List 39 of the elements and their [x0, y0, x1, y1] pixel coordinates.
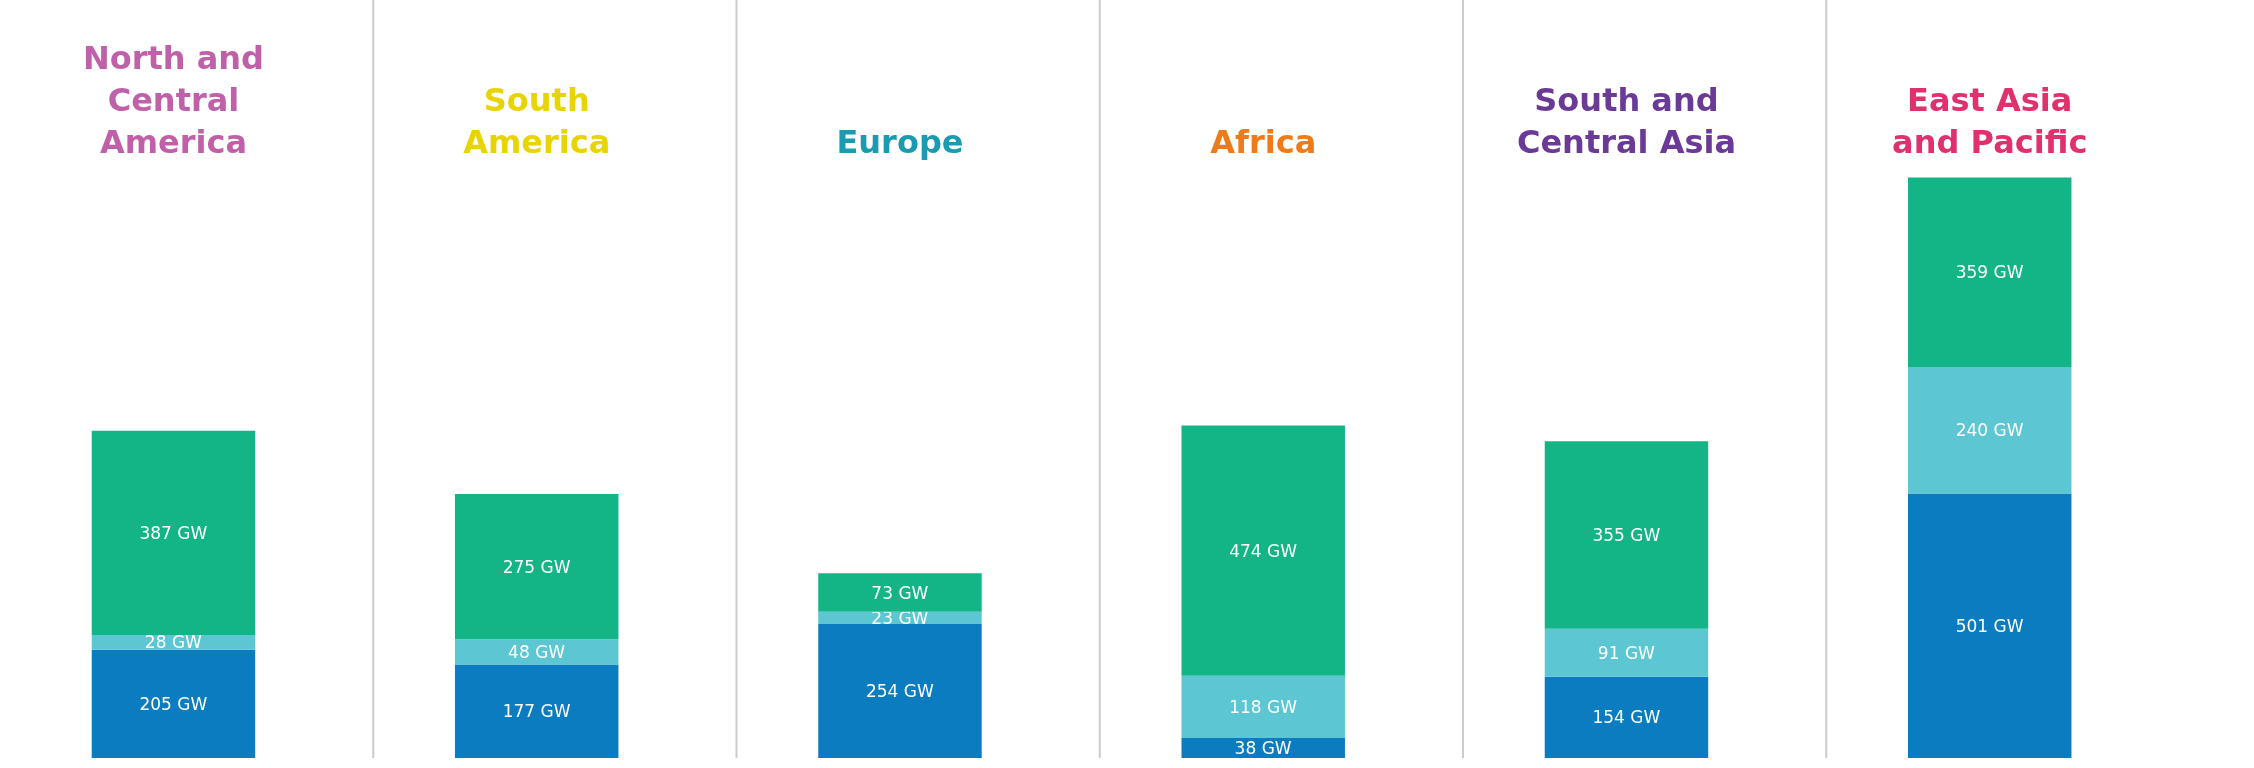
data-label: 91 GW	[1597, 642, 1656, 663]
data-label: 23 GW	[871, 607, 929, 628]
x-tick-label: Africa	[1210, 122, 1317, 161]
bar	[1544, 441, 1709, 629]
data-label: 501 GW	[1955, 615, 2024, 636]
data-label: 73 GW	[871, 582, 929, 603]
bar	[454, 664, 619, 758]
data-label: 240 GW	[1955, 420, 2024, 441]
bar	[818, 623, 982, 758]
x-tick-label: Europe	[836, 122, 964, 161]
data-label: 359 GW	[1955, 262, 2024, 283]
bar	[91, 649, 256, 758]
data-label: 387 GW	[139, 522, 208, 543]
data-label: 154 GW	[1592, 707, 1661, 728]
data-label: 28 GW	[144, 632, 203, 653]
bar	[454, 494, 619, 640]
bar	[1907, 493, 2072, 758]
x-tick-label: South America	[463, 81, 611, 161]
x-tick-label: South and Central Asia	[1516, 81, 1737, 161]
bar	[818, 573, 982, 612]
bar	[1907, 177, 2072, 367]
bar	[1907, 366, 2072, 494]
bar	[454, 639, 619, 665]
bar	[91, 430, 256, 636]
data-label: 355 GW	[1592, 525, 1661, 546]
data-label: 474 GW	[1229, 540, 1298, 561]
bar	[1544, 676, 1709, 758]
data-label: 177 GW	[502, 701, 571, 722]
x-tick-label: East Asia and Pacific	[1892, 81, 2088, 161]
data-label: 275 GW	[502, 556, 571, 577]
bar	[1181, 675, 1345, 738]
bar	[1181, 425, 1345, 676]
data-label: 205 GW	[139, 693, 208, 714]
x-tick-label: North and Central America	[82, 39, 264, 161]
data-label: 38 GW	[1234, 737, 1292, 758]
data-label: 254 GW	[865, 680, 934, 701]
data-label: 118 GW	[1229, 696, 1298, 717]
bar	[1544, 628, 1709, 677]
data-label: 48 GW	[508, 641, 566, 662]
